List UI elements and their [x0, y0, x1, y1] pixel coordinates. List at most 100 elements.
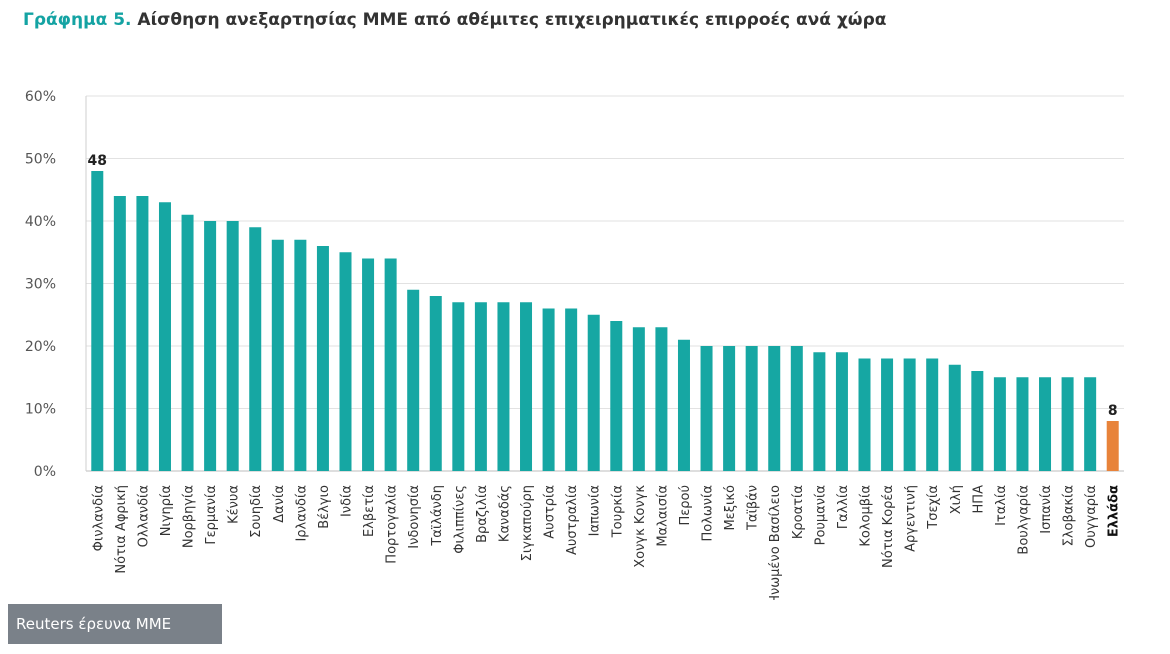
x-tick-label: Ρουμανία: [813, 485, 828, 545]
x-tick-label: Πολωνία: [701, 485, 716, 542]
x-tick-label: Νορβηγία: [182, 485, 197, 548]
x-tick-label: Ηνωμένο Βασίλειο: [768, 485, 783, 600]
bar: [339, 252, 352, 471]
data-label: 48: [88, 153, 107, 169]
bar: [993, 377, 1006, 471]
bar: [362, 258, 375, 471]
bar: [91, 171, 104, 471]
bar: [407, 289, 420, 471]
x-tick-label: Νιγηρία: [159, 485, 174, 536]
x-tick-label: Ολλανδία: [136, 485, 151, 547]
x-tick-label: Ισπανία: [1039, 485, 1054, 534]
y-tick-label: 50%: [25, 152, 56, 168]
x-tick-label: Αυστραλία: [565, 485, 580, 555]
bar: [745, 346, 758, 471]
bar: [226, 221, 239, 471]
x-tick-label: Φιλιππίνες: [452, 485, 467, 554]
bar: [790, 346, 803, 471]
bar: [677, 339, 690, 471]
x-tick-label: Περού: [678, 485, 693, 526]
bar: [565, 308, 578, 471]
bar: [813, 352, 826, 471]
bar: [271, 239, 284, 471]
data-label: 8: [1108, 403, 1118, 419]
x-tick-label: Ουγγαρία: [1084, 485, 1099, 548]
bar-chart: 0% 10% 20% 30% 40% 50% 60% Φινλανδία Νότια Αφρικ…: [25, 89, 1124, 600]
bar: [474, 302, 487, 471]
y-tick-label: 10%: [25, 402, 56, 418]
x-tick-label: Κολομβία: [859, 485, 874, 547]
x-tick-label: Ιταλία: [994, 485, 1009, 526]
x-tick-label: Ιρλανδία: [294, 485, 309, 542]
x-tick-label: Βέλγιο: [317, 485, 332, 529]
x-tick-label: Νότια Αφρική: [114, 485, 129, 574]
bar: [858, 358, 871, 471]
y-tick-label: 0%: [34, 464, 56, 480]
x-tick-label: Αυστρία: [543, 485, 558, 539]
bar: [249, 227, 262, 471]
x-tick-label: Γερμανία: [204, 485, 219, 545]
x-tick-label: Ινδονησία: [407, 485, 422, 549]
bar: [113, 196, 126, 471]
x-tick-label: Σλοβακία: [1062, 485, 1077, 546]
bar: [1061, 377, 1074, 471]
bar: [723, 346, 736, 471]
y-tick-label: 20%: [25, 339, 56, 355]
x-tick-label: Κροατία: [791, 485, 806, 539]
x-tick-label: Τσεχία: [926, 485, 941, 530]
x-tick-label: Μεξικό: [723, 485, 738, 531]
x-tick-label: Φινλανδία: [91, 485, 106, 551]
bar: [1084, 377, 1097, 471]
bar: [903, 358, 916, 471]
x-tick-label: Ταϊβάν: [746, 485, 761, 531]
x-tick-label: ΗΠΑ: [971, 485, 986, 514]
source-badge: Reuters έρευνα ΜΜΕ: [8, 604, 222, 644]
x-tick-label: Ινδία: [340, 485, 355, 517]
bar: [632, 327, 645, 471]
x-tick-label: Ιαπωνία: [588, 485, 603, 536]
x-tick-label: Καναδάς: [497, 485, 512, 542]
bar: [136, 196, 149, 471]
chart-title: Γράφημα 5. Αίσθηση ανεξαρτησίας ΜΜΕ από …: [23, 10, 886, 30]
bar: [655, 327, 668, 471]
x-tick-label: Τουρκία: [610, 485, 625, 538]
y-tick-label: 40%: [25, 214, 56, 230]
x-tick-label: Νότια Κορέα: [881, 485, 896, 568]
x-tick-label: Ελλάδα: [1107, 485, 1122, 537]
bar: [158, 202, 171, 471]
bar: [926, 358, 939, 471]
bar: [294, 239, 307, 471]
x-tick-label: Βραζιλία: [475, 485, 490, 543]
bar: [768, 346, 781, 471]
y-tick-label: 60%: [25, 89, 56, 105]
bar: [204, 221, 217, 471]
bar: [520, 302, 533, 471]
bar: [542, 308, 555, 471]
chart-title-prefix: Γράφημα 5.: [23, 10, 132, 30]
x-tick-label: Σουηδία: [249, 485, 264, 538]
x-tick-label: Σιγκαπούρη: [520, 485, 535, 561]
x-tick-label: Αργεντινή: [904, 485, 919, 552]
bar: [948, 364, 961, 471]
x-tick-label: Χιλή: [949, 485, 964, 514]
bar: [181, 214, 194, 471]
bar: [610, 321, 623, 471]
bar: [1106, 421, 1119, 471]
bar: [700, 346, 713, 471]
bar: [497, 302, 510, 471]
x-tick-label: Ελβετία: [362, 485, 377, 537]
bar: [1016, 377, 1029, 471]
x-tick-label: Βουλγαρία: [1016, 485, 1031, 555]
x-tick-label: Μαλαισία: [655, 485, 670, 547]
bar: [587, 314, 600, 471]
bar: [384, 258, 397, 471]
bar: [1039, 377, 1052, 471]
x-tick-label: Ταϊλάνδη: [430, 485, 445, 547]
bar: [881, 358, 894, 471]
bar: [316, 246, 329, 471]
chart-title-text: Αίσθηση ανεξαρτησίας ΜΜΕ από αθέμιτες επ…: [137, 10, 887, 30]
bar: [835, 352, 848, 471]
x-tick-label: Γαλλία: [836, 485, 851, 529]
bar: [429, 296, 442, 471]
